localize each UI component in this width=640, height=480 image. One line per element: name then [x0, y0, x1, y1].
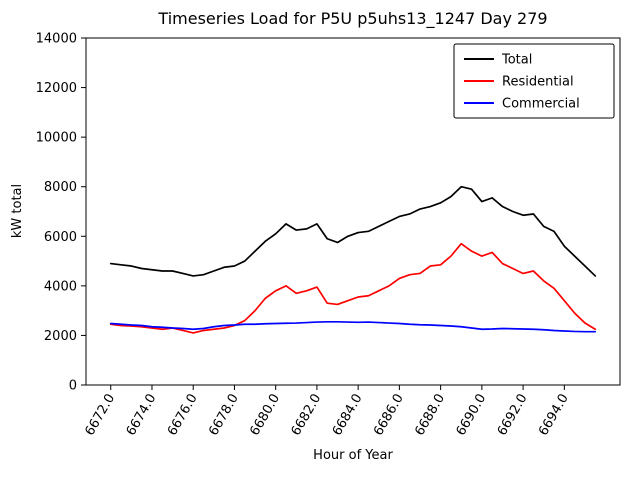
legend-label: Residential [502, 75, 574, 90]
y-tick-label: 0 [69, 379, 77, 394]
series-line-total [109, 185, 597, 277]
x-tick-label: 6688.0 [412, 392, 448, 439]
y-tick-label: 12000 [36, 81, 77, 96]
series-line-residential [109, 242, 597, 334]
x-tick-label: 6684.0 [330, 392, 366, 439]
x-tick-label: 6694.0 [536, 392, 572, 439]
x-tick-label: 6690.0 [454, 392, 490, 439]
series-line-commercial [109, 320, 597, 333]
x-tick-label: 6682.0 [289, 392, 325, 439]
axes-frame [85, 37, 621, 386]
y-tick-label: 10000 [36, 131, 77, 146]
legend-label: Commercial [502, 97, 580, 112]
x-tick-label: 6674.0 [124, 392, 160, 439]
chart-title: Timeseries Load for P5U p5uhs13_1247 Day… [157, 9, 547, 29]
x-axis-label: Hour of Year [313, 448, 393, 463]
y-tick-label: 2000 [44, 329, 77, 344]
legend-box [453, 43, 615, 119]
x-tick-label: 6672.0 [82, 392, 118, 439]
y-tick-label: 8000 [44, 180, 77, 195]
legend-label: Total [501, 53, 532, 68]
y-tick-label: 14000 [36, 32, 77, 47]
x-tick-label: 6678.0 [206, 392, 242, 439]
y-tick-label: 4000 [44, 279, 77, 294]
x-tick-label: 6692.0 [495, 392, 531, 439]
legend: Total Residential Commercial [453, 43, 615, 119]
x-tick-label: 6680.0 [247, 392, 283, 439]
y-tick-label: 6000 [44, 230, 77, 245]
x-tick-label: 6686.0 [371, 392, 407, 439]
y-axis-label: kW total [10, 184, 25, 238]
x-tick-label: 6676.0 [165, 392, 201, 439]
